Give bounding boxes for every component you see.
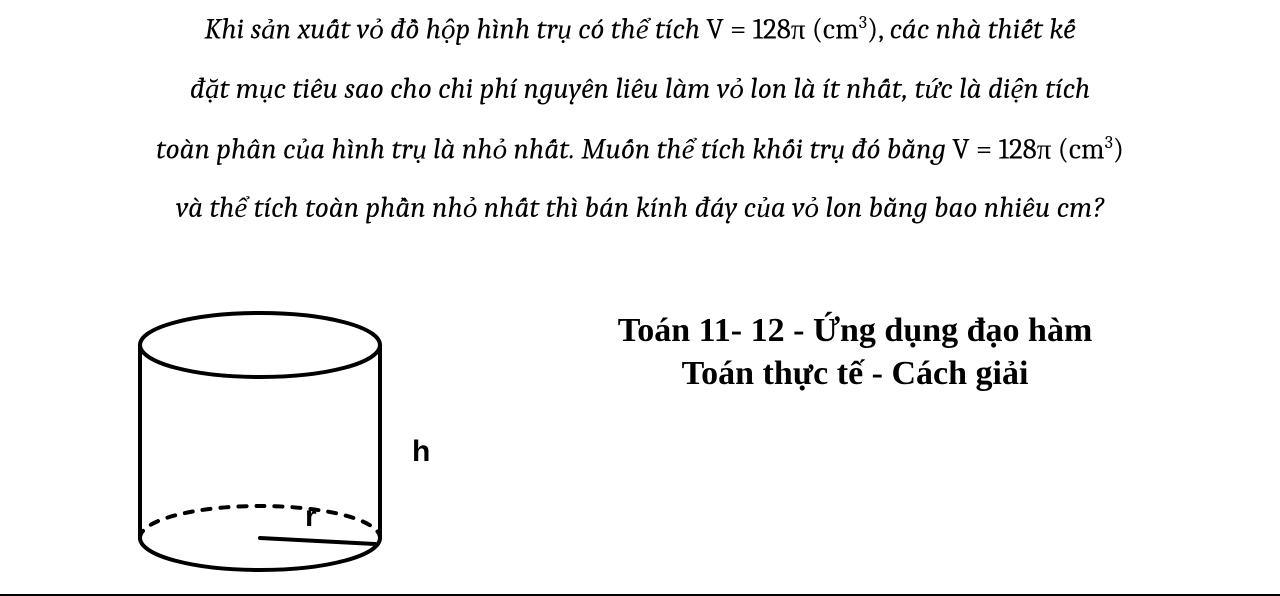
text: Khi sản xuất vỏ đồ hộp hình trụ có thể t… <box>204 14 706 47</box>
problem-statement: Khi sản xuất vỏ đồ hộp hình trụ có thể t… <box>40 10 1240 223</box>
problem-line-4: và thể tích toàn phần nhỏ nhất thì bán k… <box>40 194 1240 223</box>
problem-line-1: Khi sản xuất vỏ đồ hộp hình trụ có thể t… <box>40 14 1240 45</box>
problem-line-3: toàn phân của hình trụ là nhỏ nhất. Muốn… <box>40 134 1240 165</box>
unit-exp: 3 <box>1105 133 1113 153</box>
eq-val: 128π <box>998 133 1051 166</box>
eq-val: 128π <box>753 14 806 47</box>
eq-lhs: V <box>952 133 969 166</box>
eq-lhs: V <box>706 14 723 47</box>
label-r: r <box>305 500 317 534</box>
unit-close: ), <box>867 14 890 47</box>
title-line-1: Toán 11- 12 - Ứng dụng đạo hàm <box>470 310 1240 353</box>
unit-open: (cm <box>1051 133 1104 166</box>
problem-line-2: đặt mục tiêu sao cho chi phí nguyên liêu… <box>40 75 1240 104</box>
unit-open: (cm <box>805 14 858 47</box>
unit-exp: 3 <box>859 13 867 33</box>
unit-close: ) <box>1113 133 1124 166</box>
title-block: Toán 11- 12 - Ứng dụng đạo hàm Toán thực… <box>470 310 1240 395</box>
text: các nhà thiết kế <box>890 14 1076 47</box>
eq-eq: = <box>970 133 999 166</box>
eq-eq: = <box>724 14 753 47</box>
cylinder-diagram: h r <box>100 300 440 590</box>
text: toàn phân của hình trụ là nhỏ nhất. Muốn… <box>156 133 952 166</box>
label-h: h <box>412 435 430 469</box>
title-line-2: Toán thực tế - Cách giải <box>470 353 1240 396</box>
cylinder-svg <box>100 300 440 590</box>
